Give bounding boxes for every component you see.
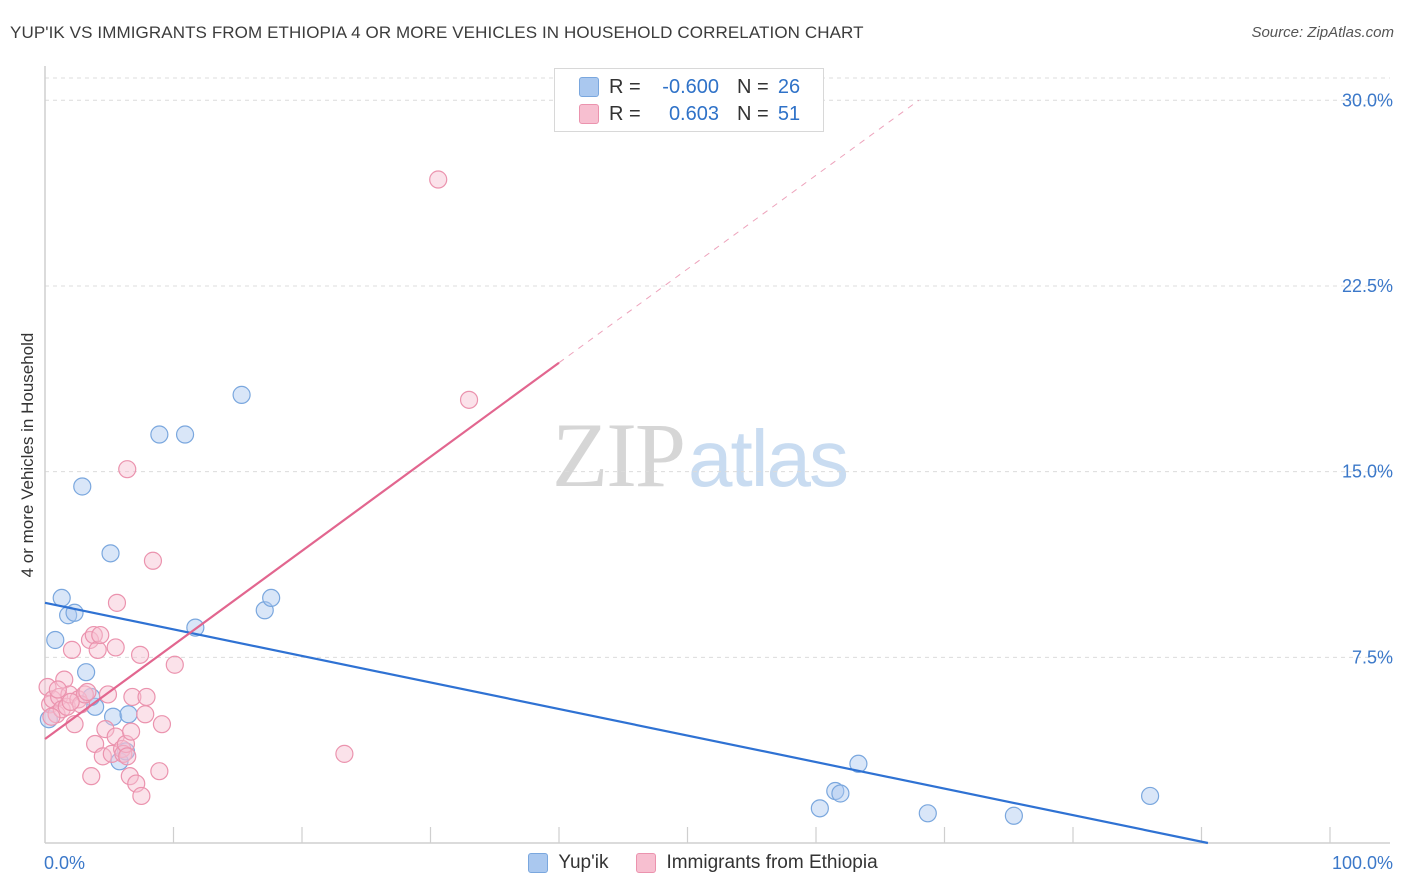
ethiopia-point (61, 692, 80, 711)
ethiopia-point (75, 685, 94, 704)
ethiopia-point (62, 640, 82, 659)
ethiopia-trend-extension (558, 99, 920, 364)
ethiopia-point (60, 685, 79, 704)
x-tick-label-max: 100.0% (1332, 853, 1393, 873)
ethiopia-point (136, 705, 155, 724)
y-tick-label: 30.0% (1342, 90, 1393, 110)
y-tick-label: 7.5% (1352, 647, 1393, 667)
ethiopia-point (106, 638, 125, 657)
yupik-point (831, 784, 850, 803)
ethiopia-point (335, 744, 354, 763)
legend-r-label: R = (609, 102, 641, 125)
watermark: ZIPatlas (552, 402, 849, 508)
legend-r-label: R = (609, 75, 641, 98)
yupik-point (175, 425, 195, 444)
correlation-legend: R = -0.600 N = 26 R = 0.603 N = 51 (554, 68, 824, 132)
ethiopia-point (429, 170, 448, 189)
y-tick-label: 22.5% (1342, 276, 1393, 296)
x-tick-label-min: 0.0% (44, 853, 85, 873)
yupik-point (918, 804, 937, 823)
legend-swatch-yupik (579, 77, 599, 97)
yupik-point (86, 697, 105, 716)
legend-r-value: 0.603 (668, 102, 719, 125)
yupik-point (77, 663, 96, 682)
ethiopia-point (107, 593, 127, 612)
yupik-point (52, 588, 71, 608)
yupik-point (119, 705, 138, 724)
legend-n-value: 26 (777, 75, 801, 98)
ethiopia-point (42, 707, 61, 726)
ethiopia-point (165, 655, 184, 674)
yupik-point (46, 630, 65, 650)
series-label-ethiopia: Immigrants from Ethiopia (666, 852, 878, 873)
legend-n-label: N = (737, 102, 769, 125)
yupik-trend-line (44, 601, 1209, 845)
yupik-point (810, 799, 829, 818)
ethiopia-point (459, 390, 479, 409)
ethiopia-point (137, 687, 156, 707)
ethiopia-point (118, 460, 137, 479)
y-tick-label: 15.0% (1342, 462, 1393, 482)
yupik-point (849, 754, 868, 773)
watermark-atlas: atlas (688, 414, 849, 503)
ethiopia-point (91, 625, 110, 645)
legend-n-label: N = (737, 75, 769, 98)
yupik-point (101, 544, 120, 563)
legend-n-value: 51 (777, 102, 801, 125)
yupik-point (262, 588, 281, 608)
ethiopia-point (121, 722, 141, 741)
ethiopia-point (78, 682, 97, 702)
y-axis-label: 4 or more Vehicles in Household (18, 332, 37, 578)
yupik-point (73, 477, 92, 496)
ethiopia-point (48, 680, 67, 699)
ethiopia-point (143, 551, 163, 570)
ethiopia-point (150, 762, 169, 781)
ethiopia-point (152, 715, 172, 734)
legend-r-value: -0.600 (662, 75, 719, 98)
ethiopia-point (123, 687, 142, 707)
yupik-point (232, 385, 251, 404)
ethiopia-point (96, 720, 115, 739)
legend-swatch-ethiopia (579, 104, 599, 124)
ethiopia-point (118, 747, 137, 766)
series-label-yupik: Yup'ik (558, 852, 609, 873)
series-legend-item-yupik[interactable]: Yup'ik (528, 852, 608, 874)
ethiopia-point (84, 625, 103, 645)
ethiopia-point (82, 767, 101, 786)
yupik-point (1140, 786, 1160, 806)
yupik-point (1004, 806, 1023, 825)
ethiopia-point (130, 645, 150, 664)
series-swatch-ethiopia (636, 853, 657, 873)
source-credit: Source: ZipAtlas.com (1251, 24, 1394, 41)
ethiopia-point (132, 786, 151, 806)
yupik-point (150, 425, 169, 444)
series-swatch-yupik (528, 853, 549, 873)
ethiopia-trend-line (44, 361, 560, 740)
ethiopia-point (120, 767, 139, 786)
watermark-zip: ZIP (552, 404, 686, 506)
legend-row-ethiopia: R = 0.603 N = 51 (579, 101, 803, 127)
series-legend: Yup'ik Immigrants from Ethiopia (0, 852, 1406, 874)
legend-row-yupik: R = -0.600 N = 26 (579, 74, 803, 100)
chart-title: YUP'IK VS IMMIGRANTS FROM ETHIOPIA 4 OR … (10, 23, 864, 42)
ethiopia-point (88, 640, 107, 659)
series-legend-item-ethiopia[interactable]: Immigrants from Ethiopia (636, 852, 878, 874)
